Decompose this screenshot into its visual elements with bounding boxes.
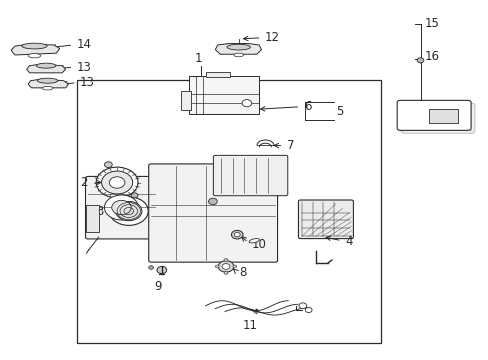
Text: 14: 14 bbox=[77, 39, 92, 51]
Text: 11: 11 bbox=[243, 319, 257, 332]
Text: 2: 2 bbox=[80, 176, 88, 189]
Circle shape bbox=[224, 271, 227, 274]
FancyBboxPatch shape bbox=[396, 100, 470, 130]
Polygon shape bbox=[27, 64, 65, 73]
Circle shape bbox=[109, 177, 124, 188]
Circle shape bbox=[305, 307, 311, 312]
Circle shape bbox=[232, 265, 236, 268]
Circle shape bbox=[208, 198, 217, 204]
Text: 13: 13 bbox=[77, 61, 91, 74]
Ellipse shape bbox=[37, 78, 58, 83]
FancyBboxPatch shape bbox=[148, 164, 277, 262]
Circle shape bbox=[131, 193, 138, 198]
Text: 9: 9 bbox=[154, 280, 162, 293]
Text: 16: 16 bbox=[424, 50, 439, 63]
Circle shape bbox=[416, 58, 423, 63]
Circle shape bbox=[112, 201, 131, 215]
Bar bbox=[77, 80, 380, 342]
Bar bbox=[188, 76, 259, 114]
Polygon shape bbox=[215, 44, 261, 54]
Text: 3: 3 bbox=[96, 204, 103, 217]
Ellipse shape bbox=[42, 86, 53, 90]
Circle shape bbox=[104, 162, 112, 167]
Bar bbox=[181, 91, 191, 111]
Bar bbox=[428, 109, 458, 123]
Ellipse shape bbox=[226, 44, 250, 50]
Ellipse shape bbox=[22, 43, 47, 49]
Ellipse shape bbox=[28, 54, 41, 58]
Text: 13: 13 bbox=[80, 76, 95, 89]
Circle shape bbox=[148, 266, 153, 269]
Text: 5: 5 bbox=[335, 104, 343, 118]
Text: 1: 1 bbox=[194, 51, 202, 64]
Circle shape bbox=[298, 303, 306, 309]
Polygon shape bbox=[11, 44, 60, 55]
Circle shape bbox=[222, 264, 229, 269]
FancyBboxPatch shape bbox=[213, 156, 287, 196]
Text: 6: 6 bbox=[303, 100, 311, 113]
FancyBboxPatch shape bbox=[85, 176, 157, 239]
Circle shape bbox=[104, 195, 138, 220]
Circle shape bbox=[218, 261, 233, 272]
Text: 4: 4 bbox=[345, 235, 352, 248]
Circle shape bbox=[242, 100, 251, 107]
Circle shape bbox=[157, 266, 166, 274]
Text: 12: 12 bbox=[264, 31, 279, 44]
Polygon shape bbox=[28, 79, 68, 88]
Bar bbox=[86, 205, 99, 232]
Circle shape bbox=[96, 167, 138, 198]
Circle shape bbox=[224, 258, 227, 261]
Text: 8: 8 bbox=[239, 266, 246, 279]
Circle shape bbox=[109, 197, 148, 225]
Ellipse shape bbox=[233, 53, 243, 57]
Text: 10: 10 bbox=[251, 238, 266, 251]
Ellipse shape bbox=[248, 239, 259, 243]
Ellipse shape bbox=[36, 63, 56, 68]
Bar bbox=[205, 72, 229, 77]
FancyBboxPatch shape bbox=[298, 200, 353, 239]
FancyBboxPatch shape bbox=[400, 103, 474, 133]
Circle shape bbox=[215, 265, 219, 268]
Circle shape bbox=[231, 230, 243, 239]
Text: 7: 7 bbox=[287, 139, 294, 152]
Circle shape bbox=[234, 233, 240, 237]
Circle shape bbox=[102, 171, 132, 194]
Text: 15: 15 bbox=[424, 17, 438, 30]
Circle shape bbox=[116, 202, 142, 221]
